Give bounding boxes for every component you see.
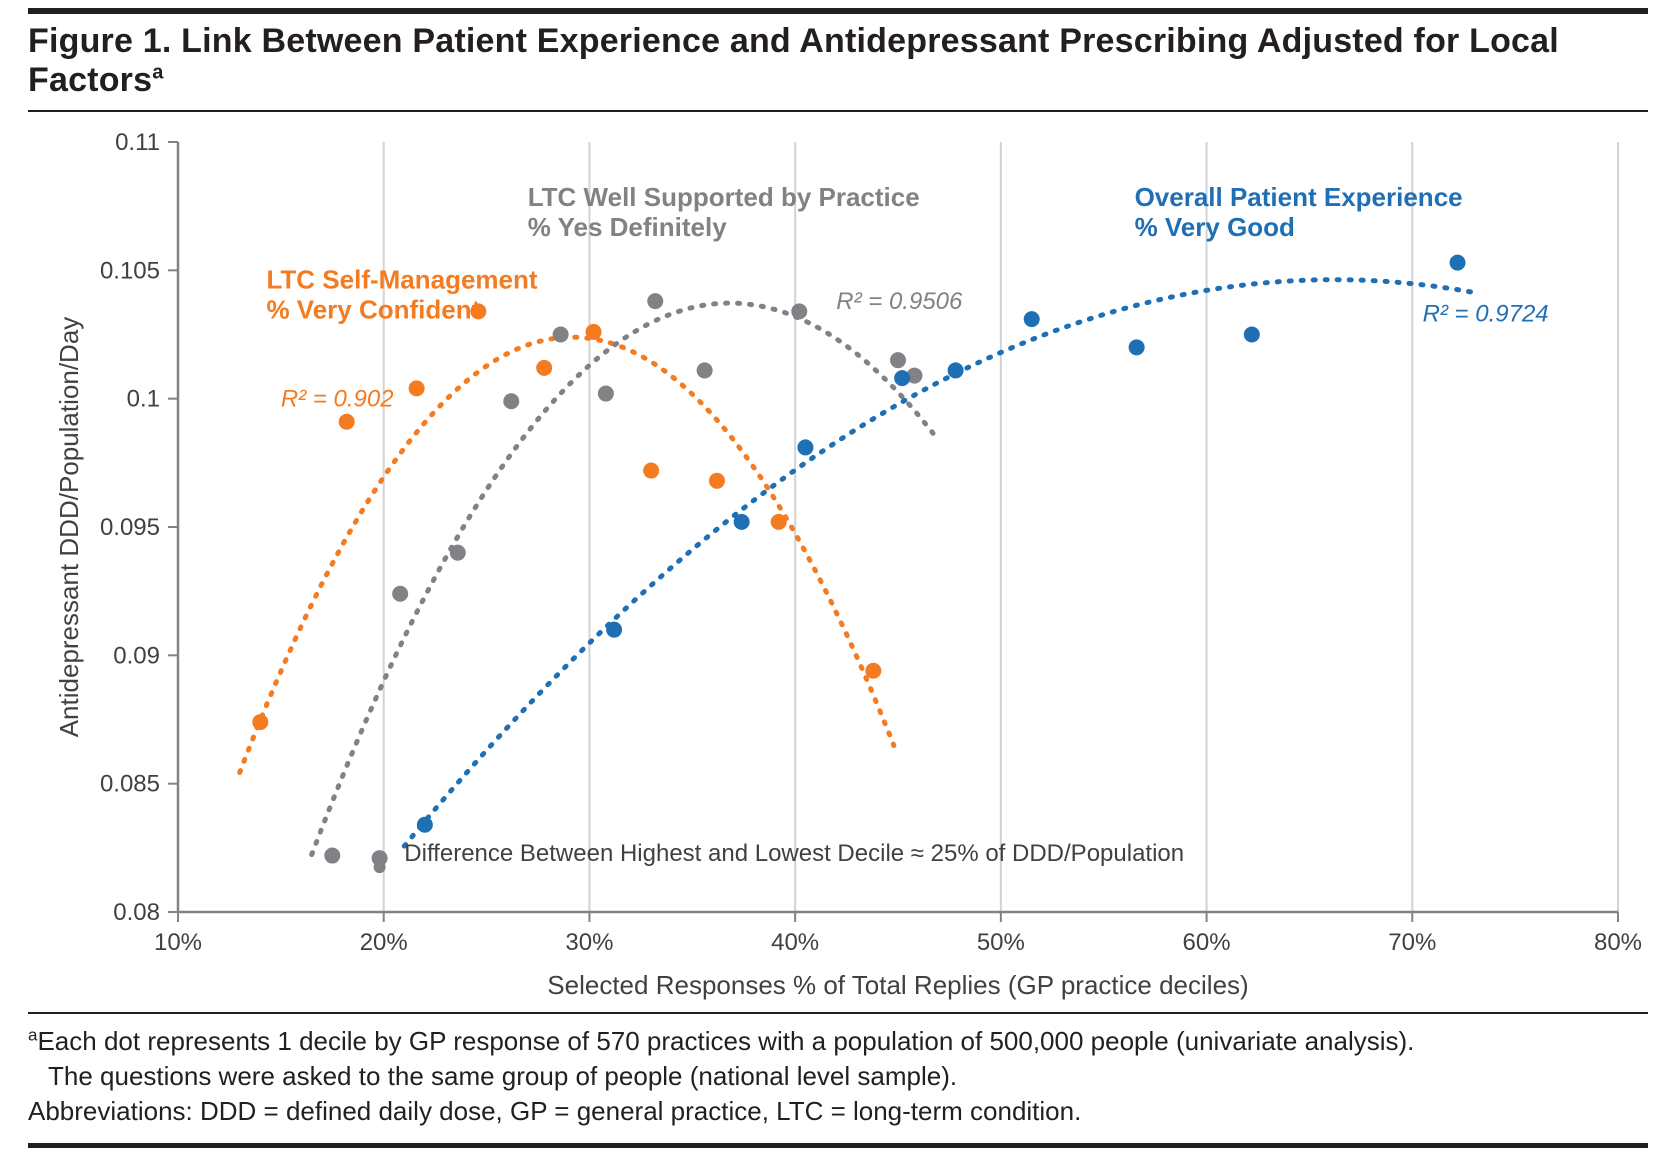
figure-title-text: Figure 1. Link Between Patient Experienc…	[28, 22, 1559, 99]
data-point-orange	[252, 714, 268, 730]
r2-label-blue: R² = 0.9724	[1423, 301, 1549, 328]
x-tick-label: 20%	[360, 929, 408, 956]
x-tick-label: 30%	[565, 929, 613, 956]
data-point-gray	[647, 293, 663, 309]
inline-note-marker-icon	[374, 861, 386, 873]
data-point-blue	[417, 817, 433, 833]
data-point-gray	[503, 393, 519, 409]
chart-area: 10% 20% 30% 40% 50% 60% 70% 80% 0.08 0.085 0.09 0.0…	[28, 112, 1648, 1012]
data-point-blue	[797, 439, 813, 455]
footnote-line-3: Abbreviations: DDD = defined daily dose,…	[28, 1094, 1648, 1129]
data-point-orange	[771, 514, 787, 530]
data-point-blue	[948, 362, 964, 378]
data-point-gray	[791, 303, 807, 319]
data-point-orange	[339, 414, 355, 430]
data-point-orange	[409, 380, 425, 396]
data-point-gray	[553, 327, 569, 343]
footnote-line-2: The questions were asked to the same gro…	[28, 1059, 1648, 1094]
series-label-orange-line2: % Very Confident	[266, 294, 480, 324]
x-tick-label: 70%	[1388, 929, 1436, 956]
figure-container: Figure 1. Link Between Patient Experienc…	[0, 8, 1676, 1149]
x-tick-label: 50%	[977, 929, 1025, 956]
r2-label-gray: R² = 0.9506	[836, 288, 963, 315]
data-point-orange	[536, 360, 552, 376]
y-tick-label: 0.095	[100, 514, 160, 541]
r2-label-orange: R² = 0.902	[281, 385, 394, 412]
data-point-gray	[392, 586, 408, 602]
trendline-blue	[404, 280, 1478, 846]
data-point-orange	[865, 663, 881, 679]
footnote-block: aEach dot represents 1 decile by GP resp…	[28, 1012, 1648, 1148]
data-point-blue	[1450, 255, 1466, 271]
y-tick-label: 0.08	[113, 899, 160, 926]
data-point-blue	[1244, 327, 1260, 343]
figure-title: Figure 1. Link Between Patient Experienc…	[28, 22, 1648, 100]
data-point-orange	[709, 473, 725, 489]
footnote-line-1: aEach dot represents 1 decile by GP resp…	[28, 1024, 1648, 1059]
y-tick-label: 0.105	[100, 257, 160, 284]
data-point-gray	[890, 352, 906, 368]
data-point-orange	[643, 463, 659, 479]
data-point-blue	[1129, 339, 1145, 355]
y-tick-label: 0.1	[127, 386, 160, 413]
x-axis-label: Selected Responses % of Total Replies (G…	[547, 970, 1248, 1000]
series-label-blue-line1: Overall Patient Experience	[1135, 182, 1463, 212]
inline-note-text: Difference Between Highest and Lowest De…	[404, 840, 1184, 867]
y-tick-label: 0.09	[113, 642, 160, 669]
data-point-gray	[450, 545, 466, 561]
data-point-blue	[1024, 311, 1040, 327]
data-point-blue	[734, 514, 750, 530]
x-tick-label: 60%	[1183, 929, 1231, 956]
series-label-gray-line1: LTC Well Supported by Practice	[528, 182, 920, 212]
series-label-gray-line2: % Yes Definitely	[528, 212, 727, 242]
x-tick-label: 80%	[1594, 929, 1642, 956]
series-label-blue-line2: % Very Good	[1135, 212, 1295, 242]
x-tick-label: 10%	[154, 929, 202, 956]
data-point-gray	[324, 848, 340, 864]
chart-svg: 10% 20% 30% 40% 50% 60% 70% 80% 0.08 0.085 0.09 0.0…	[28, 112, 1648, 1012]
x-tick-label: 40%	[771, 929, 819, 956]
data-point-blue	[606, 622, 622, 638]
footnote-1-text: Each dot represents 1 decile by GP respo…	[37, 1026, 1414, 1056]
data-point-blue	[894, 370, 910, 386]
y-tick-label: 0.085	[100, 771, 160, 798]
data-point-orange	[586, 324, 602, 340]
trendline-gray	[312, 303, 935, 854]
y-tick-label: 0.11	[115, 129, 160, 156]
y-axis-label: Antidepressant DDD/Population/Day	[54, 317, 84, 738]
data-point-gray	[598, 386, 614, 402]
series-label-orange-line1: LTC Self-Management	[266, 264, 537, 294]
data-point-gray	[697, 362, 713, 378]
title-row: Figure 1. Link Between Patient Experienc…	[28, 14, 1648, 112]
figure-title-superscript: a	[152, 62, 163, 84]
